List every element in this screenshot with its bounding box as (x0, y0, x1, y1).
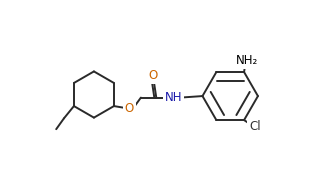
Text: Cl: Cl (249, 120, 261, 133)
Text: O: O (125, 102, 134, 115)
Text: NH: NH (165, 91, 182, 104)
Text: NH₂: NH₂ (236, 54, 258, 67)
Text: O: O (149, 69, 158, 82)
